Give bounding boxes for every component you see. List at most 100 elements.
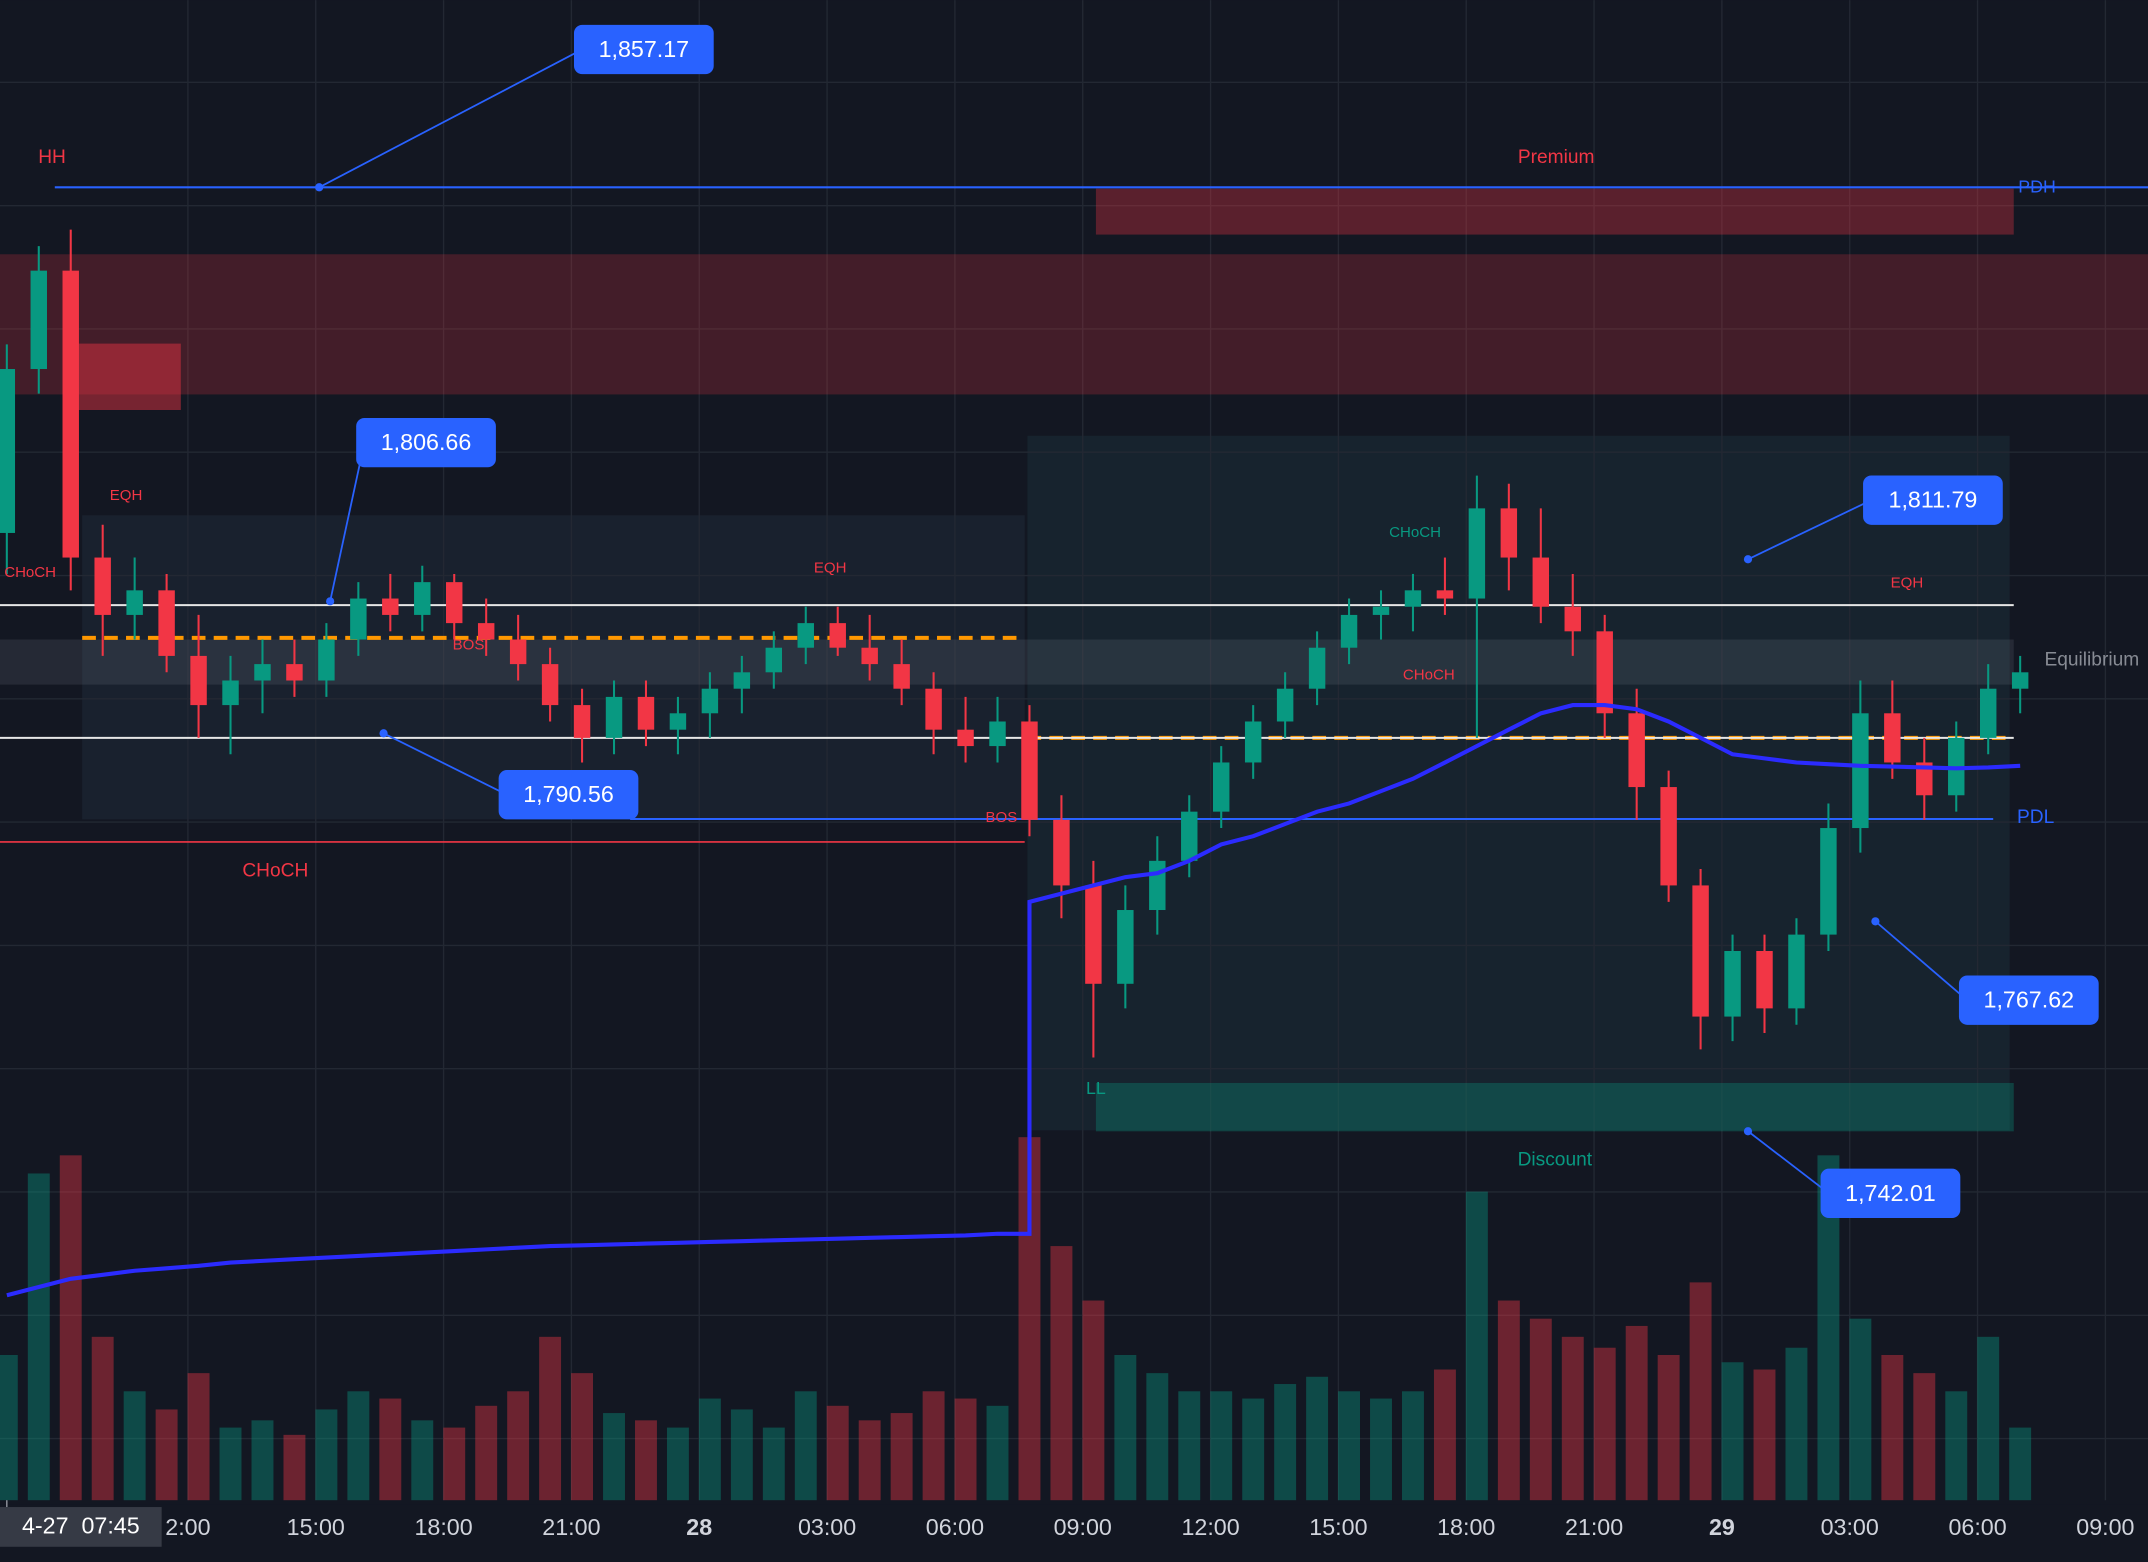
candle-body <box>190 655 207 706</box>
candle-body <box>126 590 143 615</box>
x-tick-label: 09:00 <box>2076 1514 2134 1540</box>
candle-body <box>1692 885 1709 1017</box>
volume-bar <box>187 1373 210 1501</box>
volume-bar <box>1178 1391 1201 1501</box>
candle-body <box>1308 647 1326 689</box>
annotation: PDH <box>2018 177 2056 197</box>
annotation: EQH <box>1891 575 1924 592</box>
annotation: CHoCH <box>1389 524 1441 541</box>
candle-body <box>669 713 687 730</box>
price-marker <box>326 597 335 606</box>
volume-bar <box>794 1391 817 1501</box>
price-label: 1,790.56 <box>523 781 614 807</box>
x-tick-label: 29 <box>1709 1514 1735 1540</box>
candle-body <box>1756 951 1773 1009</box>
price-marker <box>1743 555 1753 564</box>
annotation: EQH <box>110 487 143 504</box>
volume-bar <box>890 1413 913 1501</box>
candle-body <box>637 696 655 730</box>
candle-body <box>1436 590 1454 599</box>
candle-body <box>62 270 79 558</box>
candle-body <box>1788 934 1805 1009</box>
candle-body <box>989 721 1006 747</box>
zone <box>0 254 2148 395</box>
candle-body <box>1149 860 1166 911</box>
price-label: 1,767.62 <box>1984 987 2075 1013</box>
volume-bar <box>1402 1391 1424 1501</box>
candle-body <box>158 590 175 656</box>
candle-body <box>1053 819 1070 886</box>
candle-body <box>1244 721 1262 763</box>
candle-body <box>30 270 47 370</box>
x-tick-label: 21:00 <box>1565 1514 1623 1540</box>
annotation: PDL <box>2017 807 2055 828</box>
volume-bar <box>283 1434 306 1501</box>
annotation: BOS <box>986 809 1018 826</box>
candle-body <box>1596 631 1613 714</box>
candle-body <box>1564 606 1581 632</box>
candle-body <box>382 598 399 615</box>
candle-body <box>414 582 431 615</box>
x-tick-label: 03:00 <box>798 1514 856 1540</box>
candle-body <box>797 623 814 648</box>
volume-bar <box>1945 1391 1968 1501</box>
candle-body <box>350 598 367 640</box>
volume-bar <box>1689 1282 1712 1501</box>
volume-bar <box>762 1427 785 1501</box>
x-tick-label: 15:00 <box>287 1514 345 1540</box>
volume-bar <box>27 1173 50 1501</box>
candle-body <box>318 639 335 681</box>
candle-body <box>573 705 591 738</box>
volume-bar <box>635 1420 657 1501</box>
price-label: 1,806.66 <box>381 429 472 455</box>
candle-body <box>605 696 623 738</box>
volume-bar <box>858 1420 881 1501</box>
zone <box>0 639 2014 685</box>
candle-body <box>1340 614 1358 648</box>
volume-bar <box>59 1155 82 1501</box>
x-tick-label: 12:00 <box>1181 1514 1239 1540</box>
candle-body <box>1660 787 1677 886</box>
price-label: 1,742.01 <box>1845 1180 1936 1206</box>
candle-body <box>0 369 16 533</box>
volume-bar <box>315 1409 338 1501</box>
annotation: CHoCH <box>4 564 56 581</box>
price-label-connector <box>329 442 366 602</box>
volume-bar <box>1625 1325 1648 1501</box>
annotation: CHoCH <box>242 860 308 881</box>
candle-body <box>733 672 751 689</box>
zone <box>68 343 181 411</box>
candle-body <box>1181 811 1198 861</box>
x-tick-label: 28 <box>686 1514 712 1540</box>
volume-bar <box>1817 1155 1840 1501</box>
annotation: BOS <box>453 636 485 653</box>
volume-bar <box>1785 1347 1808 1501</box>
volume-bar <box>475 1405 498 1501</box>
candle-body <box>1884 713 1901 763</box>
price-label-connector <box>1874 920 1968 1001</box>
volume-bar <box>347 1391 370 1501</box>
volume-bar <box>411 1420 434 1501</box>
volume-bar <box>730 1409 753 1501</box>
candle-body <box>1852 713 1869 829</box>
candle-body <box>1117 910 1134 984</box>
x-tick-label: 18:00 <box>1437 1514 1495 1540</box>
candle-body <box>446 582 463 624</box>
volume-bar <box>1146 1373 1169 1501</box>
volume-bar <box>0 1354 18 1501</box>
x-tick-label: 06:00 <box>1948 1514 2006 1540</box>
volume-bar <box>603 1413 625 1501</box>
volume-bar <box>539 1336 562 1501</box>
candle-body <box>1628 713 1645 788</box>
volume-bar <box>1114 1354 1137 1501</box>
x-tick-label: 06:00 <box>926 1514 984 1540</box>
price-label-box <box>573 24 714 75</box>
volume-bar <box>1274 1384 1297 1501</box>
volume-bar <box>1050 1246 1073 1501</box>
annotation: HH <box>38 147 66 168</box>
candle-body <box>509 639 527 665</box>
candle-body <box>1468 508 1486 599</box>
x-tick-label: 2:00 <box>165 1514 210 1540</box>
volume-bar <box>1753 1369 1776 1501</box>
